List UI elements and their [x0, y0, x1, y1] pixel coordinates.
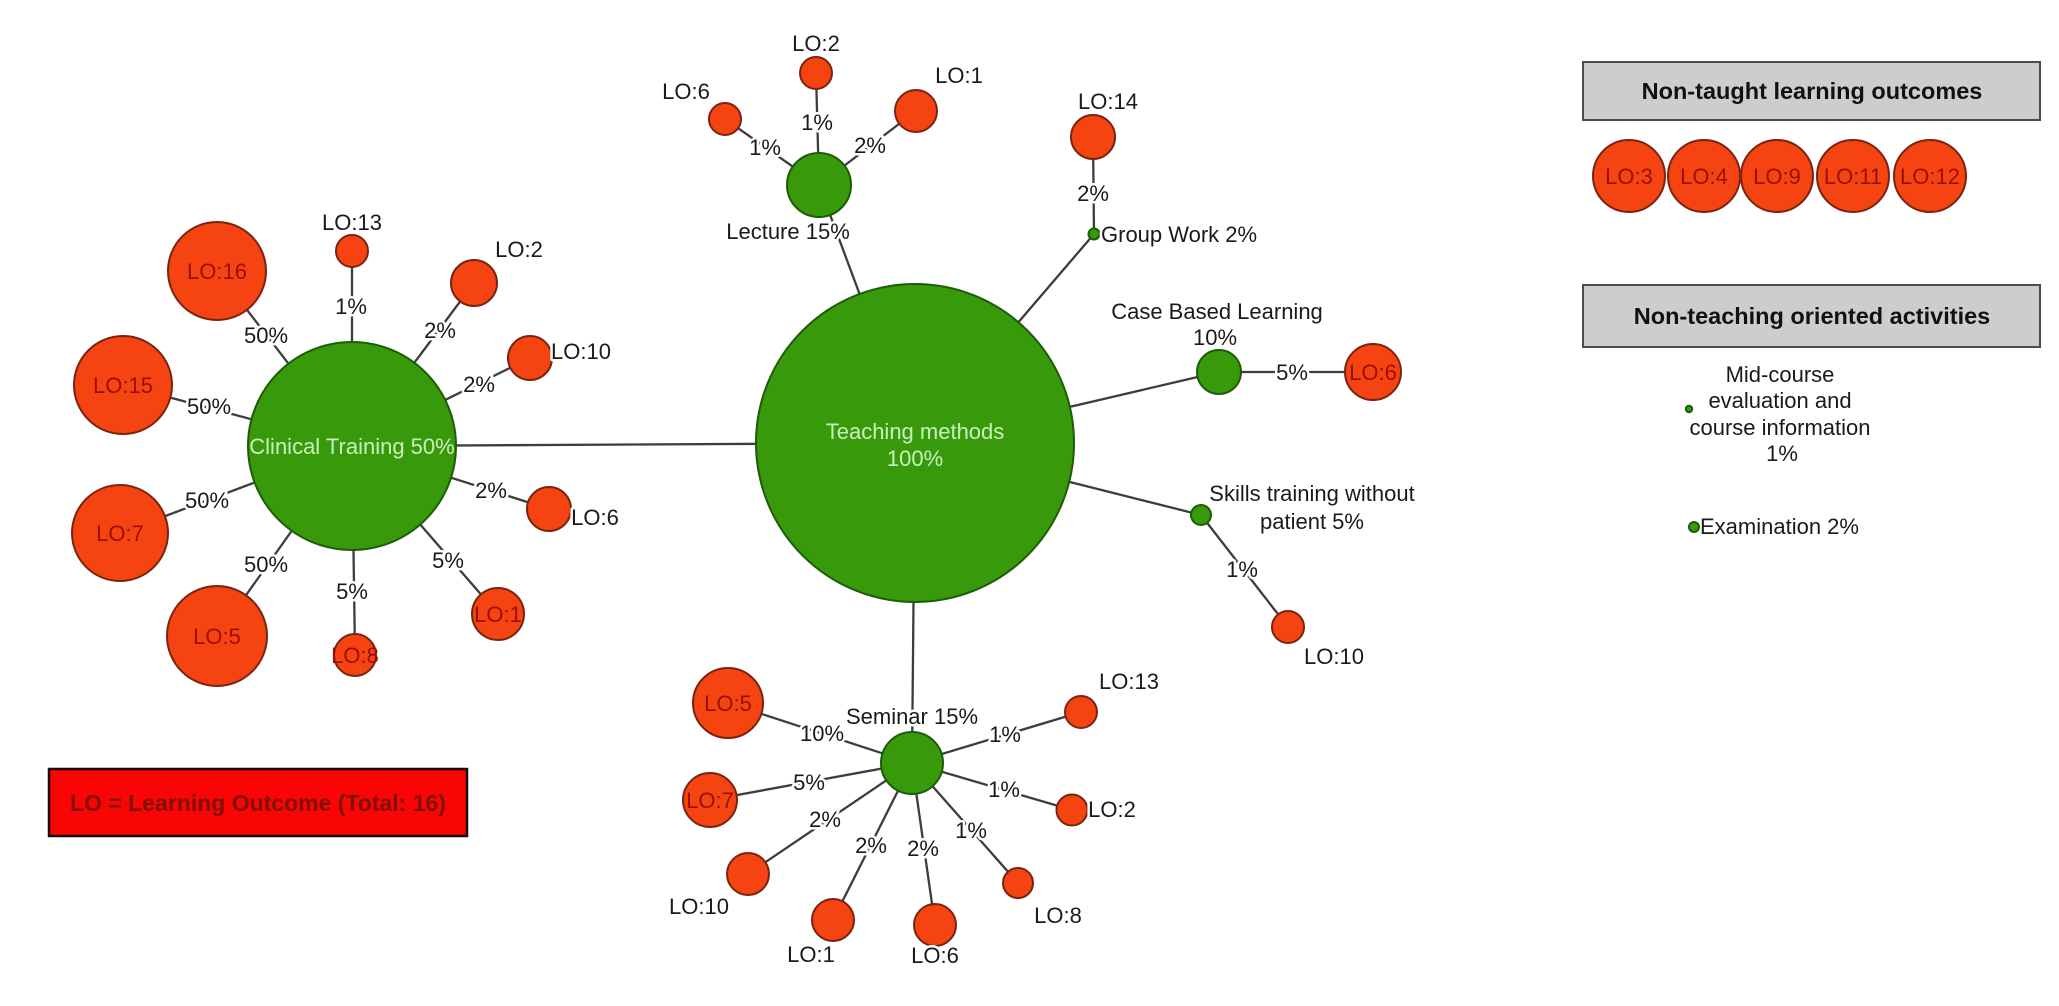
svg-text:LO:5: LO:5 [193, 624, 241, 649]
svg-text:Non-teaching oriented activiti: Non-teaching oriented activities [1634, 303, 1990, 329]
svg-text:LO:10: LO:10 [1304, 644, 1364, 669]
svg-text:LO:1: LO:1 [474, 602, 522, 627]
svg-text:Case Based Learning: Case Based Learning [1111, 299, 1323, 324]
svg-text:LO = Learning Outcome (Total:: LO = Learning Outcome (Total: 16) [70, 790, 446, 816]
svg-text:10%: 10% [1193, 325, 1237, 350]
svg-text:100%: 100% [887, 446, 943, 471]
svg-text:50%: 50% [244, 323, 288, 348]
svg-text:LO:11: LO:11 [1824, 164, 1882, 189]
svg-text:1%: 1% [955, 818, 987, 843]
svg-text:LO:13: LO:13 [1099, 669, 1159, 694]
svg-text:LO:10: LO:10 [551, 339, 611, 364]
svg-text:LO:6: LO:6 [1349, 360, 1397, 385]
svg-text:LO:14: LO:14 [1078, 89, 1138, 114]
svg-text:Teaching methods: Teaching methods [826, 419, 1005, 444]
svg-text:evaluation and: evaluation and [1708, 388, 1851, 413]
svg-text:50%: 50% [187, 394, 231, 419]
svg-text:LO:3: LO:3 [1605, 164, 1653, 189]
svg-text:LO:7: LO:7 [96, 521, 144, 546]
svg-text:Skills training without: Skills training without [1209, 481, 1414, 506]
svg-text:2%: 2% [855, 833, 887, 858]
svg-text:Non-taught learning outcomes: Non-taught learning outcomes [1642, 78, 1983, 104]
svg-text:Mid-course: Mid-course [1726, 362, 1835, 387]
svg-text:LO:5: LO:5 [704, 691, 752, 716]
svg-text:Group Work 2%: Group Work 2% [1101, 222, 1257, 247]
svg-text:patient 5%: patient 5% [1260, 509, 1364, 534]
svg-text:LO:12: LO:12 [1900, 164, 1960, 189]
svg-text:LO:6: LO:6 [911, 943, 959, 968]
svg-text:5%: 5% [336, 579, 368, 604]
svg-text:Seminar 15%: Seminar 15% [846, 704, 978, 729]
svg-text:1%: 1% [1766, 441, 1798, 466]
svg-text:1%: 1% [749, 135, 781, 160]
svg-text:LO:9: LO:9 [1753, 164, 1801, 189]
svg-text:LO:8: LO:8 [331, 643, 379, 668]
svg-text:Clinical Training 50%: Clinical Training 50% [249, 434, 454, 459]
svg-text:LO:6: LO:6 [662, 79, 710, 104]
svg-text:LO:7: LO:7 [686, 788, 734, 813]
svg-text:LO:2: LO:2 [792, 31, 840, 56]
svg-text:LO:1: LO:1 [935, 63, 983, 88]
svg-text:1%: 1% [801, 110, 833, 135]
svg-text:5%: 5% [432, 548, 464, 573]
svg-text:2%: 2% [854, 133, 886, 158]
svg-text:10%: 10% [800, 721, 844, 746]
svg-text:LO:10: LO:10 [669, 894, 729, 919]
svg-text:1%: 1% [335, 294, 367, 319]
svg-text:Examination 2%: Examination 2% [1700, 514, 1859, 539]
svg-text:LO:4: LO:4 [1680, 164, 1728, 189]
svg-text:LO:13: LO:13 [322, 210, 382, 235]
svg-text:2%: 2% [1077, 181, 1109, 206]
svg-text:2%: 2% [475, 478, 507, 503]
svg-text:LO:1: LO:1 [787, 942, 835, 967]
svg-text:1%: 1% [989, 722, 1021, 747]
svg-text:LO:2: LO:2 [495, 237, 543, 262]
svg-text:LO:2: LO:2 [1088, 797, 1136, 822]
svg-text:2%: 2% [424, 318, 456, 343]
svg-text:5%: 5% [1276, 360, 1308, 385]
svg-text:2%: 2% [463, 372, 495, 397]
svg-text:LO:8: LO:8 [1034, 903, 1082, 928]
svg-text:50%: 50% [244, 552, 288, 577]
svg-text:2%: 2% [907, 836, 939, 861]
svg-text:1%: 1% [988, 777, 1020, 802]
svg-text:LO:6: LO:6 [571, 505, 619, 530]
svg-text:LO:16: LO:16 [187, 259, 247, 284]
svg-text:course information: course information [1690, 415, 1871, 440]
svg-text:5%: 5% [793, 770, 825, 795]
svg-text:2%: 2% [809, 807, 841, 832]
svg-text:50%: 50% [185, 488, 229, 513]
svg-text:1%: 1% [1226, 557, 1258, 582]
svg-text:LO:15: LO:15 [93, 373, 153, 398]
svg-text:Lecture 15%: Lecture 15% [726, 219, 850, 244]
